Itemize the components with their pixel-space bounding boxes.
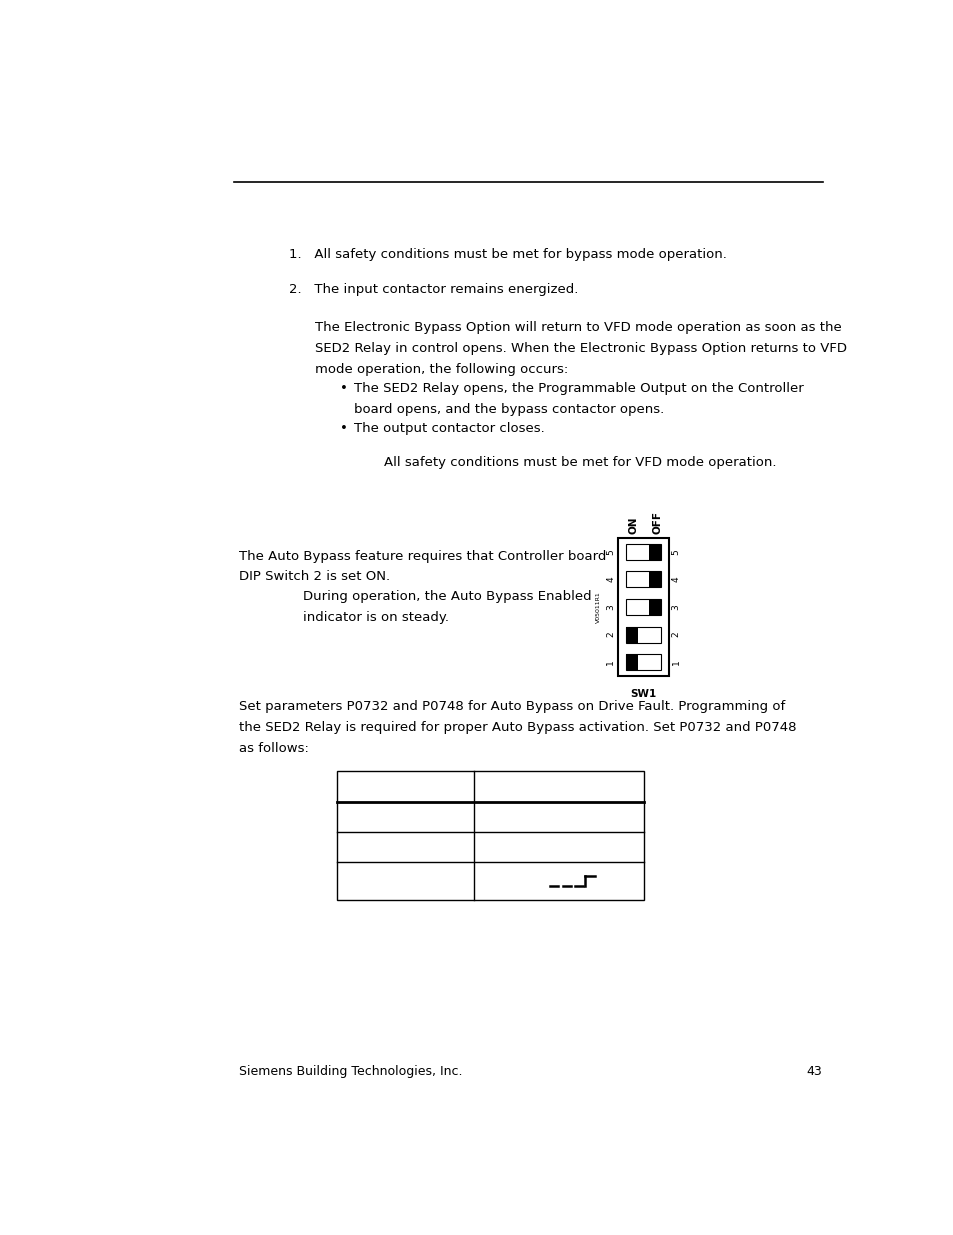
Text: SED2 Relay in control opens. When the Electronic Bypass Option returns to VFD: SED2 Relay in control opens. When the El… [314,342,846,356]
Bar [625,572,660,588]
Text: 3: 3 [606,604,615,610]
Text: All safety conditions must be met for VFD mode operation.: All safety conditions must be met for VF… [383,456,776,469]
Text: 52.3: 52.3 [544,841,574,853]
Bar [337,771,643,900]
Bar [648,599,660,615]
Text: 2: 2 [606,632,615,637]
Text: •: • [339,422,347,435]
Bar [625,655,638,671]
Text: P0732 in000: P0732 in000 [346,810,429,824]
Text: P0732 in001: P0732 in001 [346,841,430,853]
Text: The Electronic Bypass Option will return to VFD mode operation as soon as the: The Electronic Bypass Option will return… [314,321,841,335]
Text: 4: 4 [671,577,679,582]
Text: •: • [339,382,347,395]
Text: 3: 3 [671,604,679,610]
Text: mode operation, the following occurs:: mode operation, the following occurs: [314,363,568,377]
Text: During operation, the Auto Bypass Enabled: During operation, the Auto Bypass Enable… [302,590,591,604]
Text: Siemens Building Technologies, Inc.: Siemens Building Technologies, Inc. [239,1066,462,1078]
Text: ON: ON [629,657,634,667]
Text: 5: 5 [606,550,615,555]
Text: OFF: OFF [652,511,661,535]
Bar [648,572,660,588]
Text: 1: 1 [606,659,615,666]
Text: The SED2 Relay opens, the Programmable Output on the Controller: The SED2 Relay opens, the Programmable O… [354,382,803,395]
Text: 52.3: 52.3 [544,810,574,824]
Text: Set parameters P0732 and P0748 for Auto Bypass on Drive Fault. Programming of: Set parameters P0732 and P0748 for Auto … [239,700,784,713]
Bar [625,626,638,642]
Text: 2: 2 [671,632,679,637]
Bar [618,538,668,676]
Text: the SED2 Relay is required for proper Auto Bypass activation. Set P0732 and P074: the SED2 Relay is required for proper Au… [239,721,796,734]
Text: board opens, and the bypass contactor opens.: board opens, and the bypass contactor op… [354,403,664,416]
Text: 1: 1 [671,659,679,666]
Text: SW1: SW1 [630,689,656,699]
Text: 4: 4 [606,577,615,582]
Text: indicator is on steady.: indicator is on steady. [302,611,448,625]
Text: 5: 5 [671,550,679,555]
Bar [625,655,660,671]
Bar [648,543,660,559]
Text: DIP Switch 2 is set ON.: DIP Switch 2 is set ON. [239,571,390,583]
Text: V05011R1: V05011R1 [596,592,600,622]
Text: 2.   The input contactor remains energized.: 2. The input contactor remains energized… [289,283,578,296]
Bar [625,543,660,559]
Text: ON: ON [628,516,638,535]
Text: The Auto Bypass feature requires that Controller board: The Auto Bypass feature requires that Co… [239,550,606,562]
Text: P0748: P0748 [346,874,388,888]
Text: The output contactor closes.: The output contactor closes. [354,422,544,435]
Bar [625,599,660,615]
Text: 43: 43 [805,1066,821,1078]
Bar [625,626,660,642]
Text: as follows:: as follows: [239,741,309,755]
Text: 1.   All safety conditions must be met for bypass mode operation.: 1. All safety conditions must be met for… [289,248,726,261]
